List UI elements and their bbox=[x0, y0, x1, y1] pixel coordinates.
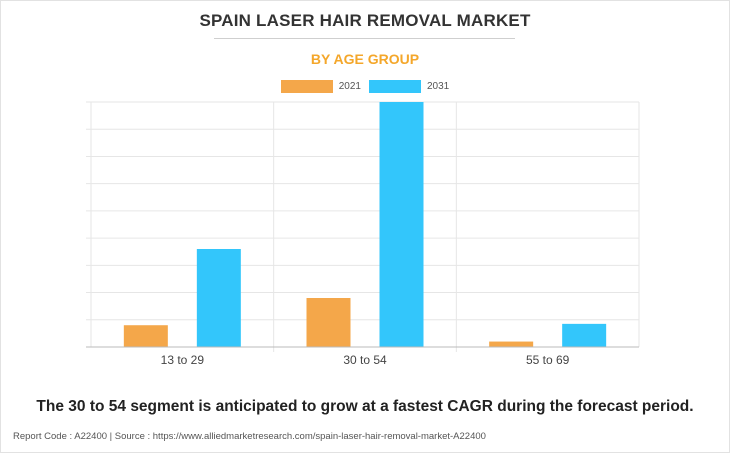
x-tick-label: 55 to 69 bbox=[526, 353, 570, 367]
chart-title: SPAIN LASER HAIR REMOVAL MARKET bbox=[199, 11, 531, 30]
bar-2031-30-to-54 bbox=[379, 102, 424, 347]
source-footer: Report Code : A22400 | Source : https://… bbox=[13, 431, 486, 442]
legend-label-2031: 2031 bbox=[427, 81, 450, 92]
legend-swatch-2031 bbox=[369, 80, 421, 93]
x-tick-label: 30 to 54 bbox=[343, 353, 387, 367]
legend-item-2031[interactable]: 2031 bbox=[369, 80, 449, 93]
bar-2031-13-to-29 bbox=[196, 249, 241, 347]
bar-2021-13-to-29 bbox=[123, 325, 168, 347]
legend: 2021 2031 bbox=[0, 80, 730, 93]
x-tick-label: 13 to 29 bbox=[161, 353, 205, 367]
bar-2021-55-to-69 bbox=[489, 341, 534, 347]
bar-2021-30-to-54 bbox=[306, 298, 351, 347]
bar-2031-55-to-69 bbox=[562, 323, 607, 347]
title-divider bbox=[214, 38, 515, 39]
legend-swatch-2021 bbox=[280, 80, 333, 93]
legend-label-2021: 2021 bbox=[338, 81, 361, 92]
chart-subtitle: BY AGE GROUP bbox=[310, 51, 420, 67]
legend-item-2021[interactable]: 2021 bbox=[280, 80, 361, 93]
chart-caption: The 30 to 54 segment is anticipated to g… bbox=[36, 398, 694, 415]
